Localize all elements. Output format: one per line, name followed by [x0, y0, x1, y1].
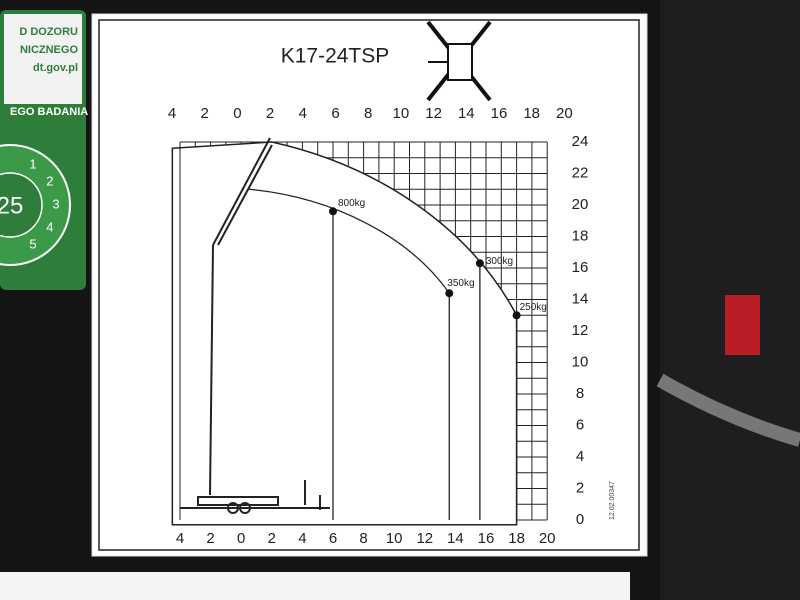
panel-border — [98, 19, 640, 551]
top-axis-label: 14 — [458, 105, 475, 122]
right-axis-label: 0 — [576, 511, 584, 528]
load-label: 300kg — [486, 256, 513, 267]
model-title: K17-24TSP — [281, 45, 390, 68]
right-axis-label: 20 — [572, 196, 589, 213]
chart-code: 12.02.00347 — [609, 481, 616, 520]
top-axis-label: 0 — [233, 105, 241, 122]
right-axis-label: 14 — [572, 290, 589, 307]
top-axis-label: 16 — [491, 105, 508, 122]
top-axis-label: 6 — [331, 105, 339, 122]
top-axis-label: 10 — [393, 105, 410, 122]
sticker-digit: 1 — [29, 157, 36, 172]
grid — [171, 141, 548, 526]
load-point — [445, 289, 454, 298]
load-point — [512, 311, 521, 320]
sticker-header — [4, 14, 82, 104]
sticker-dial-center — [0, 172, 43, 238]
red-part — [725, 295, 760, 355]
sticker-digit: 4 — [46, 219, 53, 234]
right-axis-label: 6 — [576, 416, 584, 433]
bottom-axis-label: 14 — [447, 530, 464, 547]
bottom-axis-label: 18 — [508, 530, 525, 547]
bottom-axis-label: 4 — [298, 530, 306, 547]
sticker-year: 25 — [0, 192, 23, 219]
sticker-digit: 5 — [29, 236, 36, 251]
load-label: 800kg — [338, 198, 365, 209]
inner-arc — [248, 188, 450, 294]
sticker-text: D DOZORU — [19, 26, 78, 38]
top-axis-label: 8 — [364, 105, 372, 122]
bottom-axis-label: 8 — [359, 530, 367, 547]
top-axis-label: 18 — [523, 105, 540, 122]
sticker-digit: 2 — [46, 173, 53, 188]
top-axis-label: 12 — [425, 105, 442, 122]
hose — [656, 373, 800, 447]
sticker-text: dt.gov.pl — [33, 62, 78, 74]
right-axis-label: 2 — [576, 479, 584, 496]
right-axis-label: 8 — [576, 385, 584, 402]
outrigger-icon — [426, 20, 492, 102]
sticker-text: EGO BADANIA — [10, 106, 88, 118]
sticker-digit: 3 — [52, 196, 59, 211]
right-axis-label: 18 — [572, 227, 589, 244]
sticker-text: NICZNEGO — [20, 44, 79, 56]
top-axis-label: 4 — [299, 105, 307, 122]
right-axis-label: 24 — [572, 133, 589, 150]
right-axis-label: 4 — [576, 448, 584, 465]
lower-sticker — [0, 572, 630, 600]
right-axis-label: 12 — [572, 322, 589, 339]
bottom-axis-label: 2 — [268, 530, 276, 547]
crane-drawing — [180, 137, 330, 514]
load-label: 250kg — [520, 302, 547, 313]
top-axis-label: 4 — [168, 105, 176, 122]
bottom-axis-label: 20 — [539, 530, 556, 547]
right-axis-label: 22 — [572, 164, 589, 181]
bottom-axis-label: 10 — [386, 530, 403, 547]
top-axis-label: 2 — [266, 105, 274, 122]
right-axis-label: 10 — [572, 353, 589, 370]
bottom-axis-label: 12 — [416, 530, 433, 547]
load-point — [329, 207, 337, 216]
load-point — [475, 259, 484, 268]
top-axis-label: 2 — [201, 105, 209, 122]
bottom-axis-label: 0 — [237, 530, 245, 547]
bottom-axis-label: 2 — [206, 530, 214, 547]
bottom-axis-label: 6 — [329, 530, 337, 547]
top-axis-label: 20 — [556, 105, 573, 122]
bottom-axis-label: 4 — [176, 530, 184, 547]
right-axis-label: 16 — [572, 259, 589, 276]
load-label: 350kg — [447, 278, 474, 289]
bottom-axis-label: 16 — [478, 530, 495, 547]
